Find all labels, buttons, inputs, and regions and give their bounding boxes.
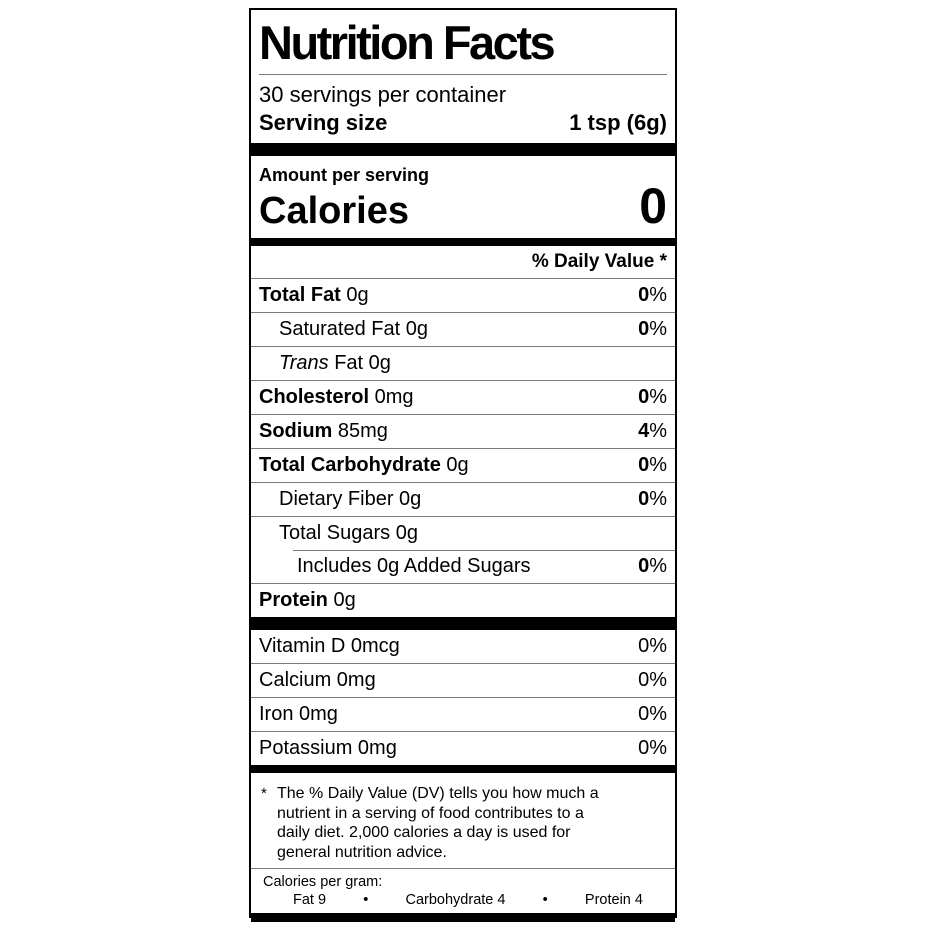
nutrient-name: Saturated Fat 0g — [279, 318, 428, 340]
nutrition-facts-title: Nutrition Facts — [259, 16, 556, 69]
daily-value: 0% — [638, 555, 667, 577]
nutrient-name: Calcium 0mg — [259, 669, 376, 691]
medium-divider-bar — [251, 765, 675, 773]
bottom-bar — [251, 913, 675, 922]
micronutrient-rows: Vitamin D 0mcg 0% Calcium 0mg 0% Iron 0mg 0% P… — [251, 630, 675, 765]
nutrient-row: Sodium 85mg 4% — [251, 414, 675, 448]
nutrient-name: Trans Fat 0g — [279, 352, 391, 374]
serving-size-row: Serving size 1 tsp (6g) — [259, 108, 667, 143]
servings-per-container-text: 30 servings per container — [259, 82, 507, 107]
nutrient-row: Trans Fat 0g — [251, 346, 675, 380]
title-divider-rule — [259, 74, 667, 75]
medium-divider-bar — [251, 238, 675, 246]
daily-value: 0% — [638, 635, 667, 657]
daily-value: 0% — [638, 737, 667, 759]
footnote-section: * The % Daily Value (DV) tells you how m… — [251, 773, 675, 868]
serving-size-label: Serving size — [259, 110, 388, 135]
nutrient-name: Total Sugars 0g — [279, 522, 418, 544]
nutrient-row: Saturated Fat 0g 0% — [251, 312, 675, 346]
label-header: Nutrition Facts 30 servings per containe… — [251, 10, 675, 143]
amount-per-serving-label: Amount per serving — [259, 165, 430, 185]
footnote-text: The % Daily Value (DV) tells you how muc… — [277, 785, 599, 861]
nutrient-row: Cholesterol 0mg 0% — [251, 380, 675, 414]
nutrient-rows: Total Fat 0g 0% Saturated Fat 0g 0% Trans Fa… — [251, 278, 675, 617]
daily-value: 0% — [638, 669, 667, 691]
nutrient-name: Iron 0mg — [259, 703, 338, 725]
calories-section: Amount per serving Calories 0 — [251, 156, 675, 238]
daily-value: 0% — [638, 284, 667, 306]
nutrient-row: Total Sugars 0g — [251, 516, 675, 550]
daily-value: 0% — [638, 386, 667, 408]
nutrient-name: Total Fat 0g — [259, 284, 369, 306]
daily-value: 0% — [638, 318, 667, 340]
nutrient-name: Total Carbohydrate 0g — [259, 454, 469, 476]
nutrient-row: Total Fat 0g 0% — [251, 278, 675, 312]
thick-divider-bar — [251, 143, 675, 156]
nutrient-row: Includes 0g Added Sugars 0% — [251, 550, 675, 583]
calories-per-gram-item: Carbohydrate 4 — [405, 892, 506, 908]
bullet-separator: • — [542, 892, 548, 908]
footnote-asterisk: * — [261, 785, 267, 802]
calories-value: 0 — [639, 178, 667, 234]
calories-per-gram-item: Protein 4 — [584, 892, 643, 908]
daily-value: 0% — [638, 703, 667, 725]
nutrient-row: Total Carbohydrate 0g 0% — [251, 448, 675, 482]
calories-per-gram-row: Fat 9 • Carbohydrate 4 • Protein 4 — [259, 891, 667, 909]
nutrient-row: Protein 0g — [251, 583, 675, 617]
micronutrient-row: Iron 0mg 0% — [251, 697, 675, 731]
calories-per-gram-heading: Calories per gram: — [263, 874, 383, 890]
nutrient-name: Sodium 85mg — [259, 420, 388, 442]
nutrient-name: Dietary Fiber 0g — [279, 488, 422, 510]
nutrient-name: Protein 0g — [259, 589, 356, 611]
daily-value-header: % Daily Value * — [531, 251, 667, 272]
thick-divider-bar — [251, 617, 675, 630]
bullet-separator: • — [363, 892, 369, 908]
serving-size-value: 1 tsp (6g) — [569, 110, 667, 135]
micronutrient-row: Calcium 0mg 0% — [251, 663, 675, 697]
daily-value: 0% — [638, 454, 667, 476]
calories-row: Calories 0 — [259, 178, 667, 234]
nutrient-row: Dietary Fiber 0g 0% — [251, 482, 675, 516]
micronutrient-row: Potassium 0mg 0% — [251, 731, 675, 765]
daily-value: 0% — [638, 488, 667, 510]
daily-value: 4% — [638, 420, 667, 442]
nutrient-name: Includes 0g Added Sugars — [297, 555, 531, 577]
calories-label: Calories — [259, 190, 409, 232]
nutrient-name: Potassium 0mg — [259, 737, 397, 759]
nutrient-name: Cholesterol 0mg — [259, 386, 414, 408]
micronutrient-row: Vitamin D 0mcg 0% — [251, 630, 675, 663]
calories-per-gram-item: Fat 9 — [293, 892, 327, 908]
nutrition-facts-label: Nutrition Facts 30 servings per containe… — [249, 8, 677, 922]
nutrient-name: Vitamin D 0mcg — [259, 635, 400, 657]
calories-per-gram-section: Calories per gram: Fat 9 • Carbohydrate 4 •… — [251, 868, 675, 913]
